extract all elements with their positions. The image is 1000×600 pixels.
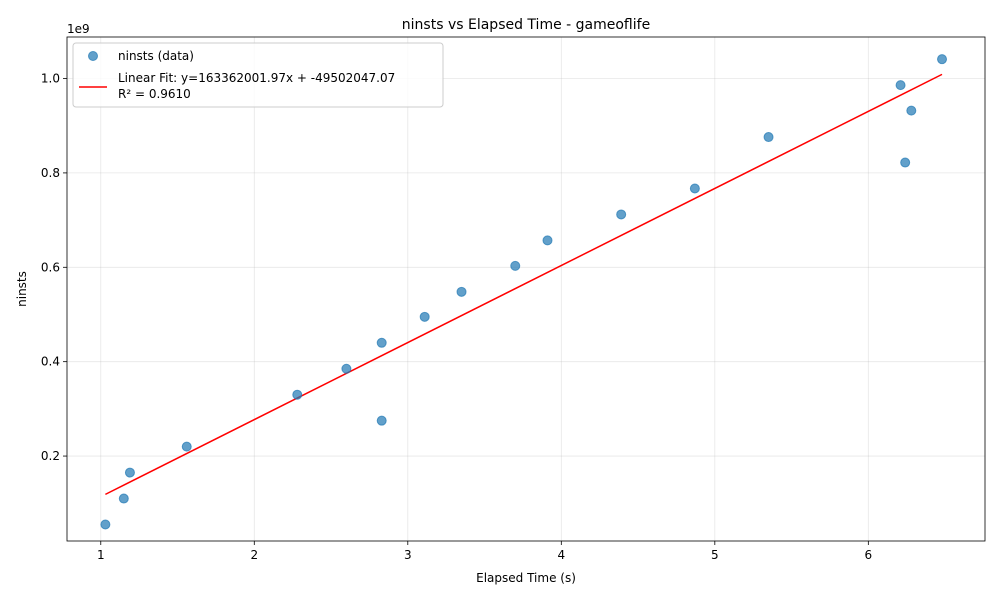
y-tick-label: 1.0 bbox=[41, 72, 60, 86]
y-tick-label: 0.6 bbox=[41, 260, 60, 274]
y-tick-label: 0.4 bbox=[41, 355, 60, 369]
x-tick-label: 1 bbox=[97, 548, 105, 562]
plot-area bbox=[100, 54, 948, 530]
x-tick-label: 4 bbox=[557, 548, 565, 562]
legend-label-fit: Linear Fit: y=163362001.97x + -49502047.… bbox=[118, 71, 395, 85]
fit-line bbox=[105, 73, 943, 496]
data-point bbox=[906, 105, 917, 116]
data-point bbox=[542, 235, 553, 246]
data-point bbox=[616, 209, 627, 220]
x-tick-label: 6 bbox=[865, 548, 873, 562]
data-point bbox=[689, 183, 700, 194]
grid bbox=[67, 37, 985, 541]
data-point bbox=[376, 415, 387, 426]
y-axis-label: ninsts bbox=[15, 271, 29, 307]
data-point bbox=[937, 54, 948, 65]
data-point bbox=[341, 363, 352, 374]
x-tick-label: 2 bbox=[250, 548, 258, 562]
chart-title: ninsts vs Elapsed Time - gameoflife bbox=[402, 17, 650, 33]
data-point bbox=[376, 337, 387, 348]
x-tick-label: 5 bbox=[711, 548, 719, 562]
legend: ninsts (data) Linear Fit: y=163362001.97… bbox=[72, 42, 444, 108]
x-axis-label: Elapsed Time (s) bbox=[476, 571, 576, 585]
data-point bbox=[292, 389, 303, 400]
legend-marker-data bbox=[88, 51, 98, 61]
y-tick-label: 0.8 bbox=[41, 166, 60, 180]
data-point bbox=[419, 311, 430, 322]
data-point bbox=[181, 441, 192, 452]
data-point bbox=[100, 519, 111, 530]
axis-ticks: 1 2 3 4 5 6 0.2 0.4 0.6 0.8 1.0 bbox=[41, 72, 872, 562]
legend-label-data: ninsts (data) bbox=[118, 49, 194, 63]
legend-label-fit-r2: R² = 0.9610 bbox=[118, 87, 191, 101]
legend-box bbox=[72, 42, 444, 108]
data-point bbox=[895, 80, 906, 91]
axes-frame bbox=[66, 36, 986, 542]
data-point bbox=[456, 286, 467, 297]
data-point bbox=[510, 260, 521, 271]
data-point bbox=[124, 467, 135, 478]
data-point bbox=[900, 157, 911, 168]
data-point bbox=[763, 132, 774, 143]
y-axis-offset-label: 1e9 bbox=[67, 22, 90, 36]
x-tick-label: 3 bbox=[404, 548, 412, 562]
data-point bbox=[118, 493, 129, 504]
y-tick-label: 0.2 bbox=[41, 449, 60, 463]
